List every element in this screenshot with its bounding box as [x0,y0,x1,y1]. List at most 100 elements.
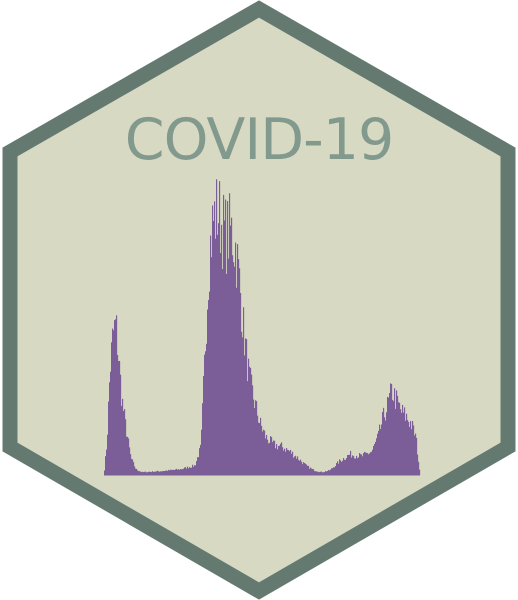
histogram-bar [370,452,372,475]
histogram-bar [149,471,151,475]
histogram-bar [127,436,129,475]
histogram-bar [275,448,277,475]
histogram-bar [193,466,195,475]
histogram-bar [200,444,202,475]
histogram-bar [393,401,395,475]
histogram-bar [335,466,337,475]
histogram-bar [237,244,239,475]
histogram-bar [286,448,288,475]
histogram-bar [308,465,310,475]
histogram-bar [339,459,341,475]
histogram-bar [405,420,407,475]
histogram-bar [378,430,380,475]
histogram-bar [398,402,400,475]
histogram-bar [132,459,134,475]
histogram-bar [253,399,255,475]
histogram-bar [197,457,199,475]
histogram-bar [334,467,336,475]
histogram-bar [360,454,362,475]
histogram-bar [180,469,182,475]
histogram-bar [379,424,381,475]
histogram-bar [124,409,126,475]
histogram-bar [364,451,366,475]
histogram-bar [413,425,415,475]
histogram-bar [226,273,228,475]
histogram-bar [133,462,135,475]
histogram-bar [184,467,186,475]
histogram-bar [394,388,396,475]
histogram-bar [373,445,375,475]
histogram-bar [351,457,353,475]
histogram-bar [365,452,367,475]
histogram-bar [294,456,296,475]
histogram-bar [271,437,273,475]
histogram-bar [228,258,230,475]
histogram-bar [158,471,160,475]
histogram-bar [310,467,312,475]
histogram-bar [346,458,348,475]
histogram-bar [122,398,124,475]
histogram-bar [255,400,257,475]
histogram-bar [111,342,113,475]
histogram-bar [231,217,233,475]
histogram-bar [238,259,240,475]
histogram-bar [380,428,382,475]
histogram-bar [223,194,225,475]
histogram-bar [206,343,208,475]
histogram-bar [251,374,253,475]
histogram-bar [241,331,243,475]
histogram-bar [366,452,368,475]
histogram-bar [273,440,275,475]
histogram-bar [109,382,111,475]
histogram-bar [208,300,210,475]
histogram-bar [408,421,410,475]
histogram-bar [259,423,261,475]
histogram-bar [284,448,286,475]
histogram-bar [353,456,355,475]
histogram-bar [232,255,234,475]
histogram-bar [410,421,412,475]
histogram-bar [302,464,304,475]
histogram-bar [383,407,385,475]
histogram-bar [114,320,116,475]
histogram-bar [148,471,150,475]
histogram-bar [217,234,219,475]
histogram-bar [269,442,271,475]
histogram-bar [191,467,193,475]
histogram-bar [282,447,284,475]
histogram-bar [249,366,251,475]
histogram-bar [385,420,387,475]
histogram-bar [337,461,339,475]
histogram-bar [417,454,419,475]
histogram-bar [239,268,241,475]
histogram-bar [146,472,148,475]
case-histogram [104,179,421,476]
histogram-bar [287,449,289,475]
histogram-bar [130,454,132,475]
histogram-bar [395,408,397,475]
histogram-bar [235,242,237,475]
histogram-bar [204,354,206,475]
histogram-bar [409,427,411,475]
histogram-bar [195,465,197,475]
histogram-bar [150,471,152,475]
histogram-bar [215,238,217,475]
histogram-bar [292,451,294,475]
histogram-bar [306,464,308,475]
histogram-bar [274,440,276,475]
histogram-bar [384,417,386,475]
histogram-bar [293,457,295,475]
histogram-bar [374,443,376,475]
histogram-bar [336,463,338,475]
histogram-bar [129,447,131,475]
histogram-bar [316,471,318,475]
histogram-bar [399,402,401,475]
histogram-bar [272,442,274,475]
histogram-bar [322,472,324,475]
histogram-bar [279,445,281,475]
histogram-bar [192,464,194,475]
histogram-bar [319,472,321,475]
histogram-bar [358,457,360,475]
histogram-bar [321,471,323,475]
histogram-bar [252,385,254,475]
